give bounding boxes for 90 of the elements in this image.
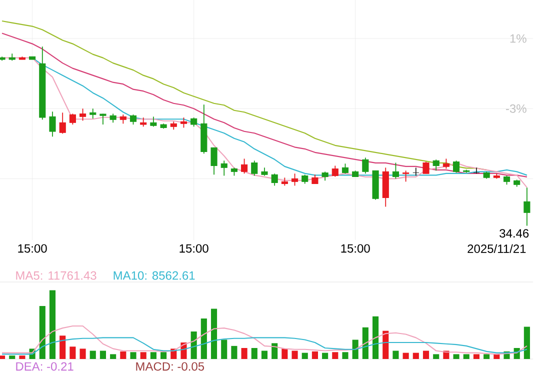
candlestick <box>49 111 56 138</box>
bar <box>433 354 440 359</box>
bar <box>402 352 409 359</box>
x-tick-label: 15:00 <box>180 244 208 253</box>
y-tick-label: 1% <box>510 34 526 43</box>
candlestick <box>120 114 126 124</box>
bar <box>100 350 106 359</box>
bar <box>272 343 278 359</box>
bar <box>231 346 238 359</box>
bar <box>221 340 228 359</box>
candlestick <box>332 165 338 178</box>
candlestick <box>312 174 318 184</box>
candlestick <box>412 167 420 176</box>
candlestick <box>442 158 450 170</box>
candlestick <box>402 170 410 182</box>
y-tick-label: -3% <box>506 104 526 113</box>
candlestick <box>392 162 399 180</box>
x-tick-label: 2025/11/21 <box>468 244 526 254</box>
text: DEA: -0.21 <box>16 362 74 371</box>
bar <box>130 352 136 359</box>
candlestick <box>140 117 147 128</box>
candlestick <box>90 108 96 120</box>
bar <box>19 356 26 359</box>
bar <box>190 332 197 359</box>
bar <box>494 354 500 359</box>
text: MA5: 11761.43 <box>16 271 96 280</box>
bar <box>422 350 430 359</box>
bar <box>292 350 298 359</box>
annotation: 34.46 <box>500 229 529 238</box>
candlestick <box>251 160 258 176</box>
bar <box>322 352 328 359</box>
bar <box>241 348 248 359</box>
bar <box>473 354 480 359</box>
bar <box>463 354 470 359</box>
candlestick <box>180 117 188 128</box>
bar <box>251 348 258 359</box>
bar <box>120 351 126 359</box>
bar <box>261 350 268 359</box>
candlestick <box>473 167 480 174</box>
bar <box>9 356 16 359</box>
bar <box>332 352 338 359</box>
candlestick <box>69 113 76 126</box>
bar <box>382 330 389 359</box>
bar <box>484 354 490 359</box>
text: MA10: 8562.61 <box>114 271 195 280</box>
bar <box>282 348 288 359</box>
bar <box>200 318 207 359</box>
bar <box>140 352 146 359</box>
candlestick <box>271 173 278 186</box>
bar <box>392 350 399 359</box>
bar <box>342 352 348 359</box>
bar <box>524 326 530 359</box>
x-tick-label: 15:00 <box>341 244 370 253</box>
bar <box>39 306 46 359</box>
candlestick <box>190 117 198 128</box>
bar <box>412 352 419 359</box>
candlestick <box>150 116 157 128</box>
candlestick <box>422 161 430 174</box>
candlestick <box>291 173 298 186</box>
bar <box>80 348 86 359</box>
candlestick <box>302 174 308 184</box>
bar <box>210 308 218 359</box>
candlestick <box>453 160 460 174</box>
candlestick <box>342 163 349 174</box>
bar <box>90 350 96 359</box>
bar <box>372 316 379 359</box>
bar <box>362 327 368 359</box>
bar <box>160 352 167 359</box>
bar <box>302 352 308 359</box>
candlestick <box>432 159 440 172</box>
bar <box>453 354 460 359</box>
candlestick <box>100 113 106 126</box>
candlestick <box>210 147 218 176</box>
candlestick <box>80 108 86 122</box>
bar <box>352 340 358 359</box>
candlestick <box>220 160 228 176</box>
bar <box>0 356 6 359</box>
bar <box>49 290 56 359</box>
bar <box>150 352 156 359</box>
text: MACD: -0.05 <box>136 362 204 371</box>
candlestick <box>59 112 66 134</box>
candlestick <box>524 187 530 226</box>
bar <box>312 351 318 359</box>
candlestick <box>362 157 369 174</box>
candlestick <box>241 158 248 174</box>
x-tick-label: 15:00 <box>18 244 47 253</box>
candlestick <box>130 114 137 126</box>
bar <box>70 346 76 359</box>
bar <box>60 336 66 359</box>
bar <box>110 354 116 359</box>
